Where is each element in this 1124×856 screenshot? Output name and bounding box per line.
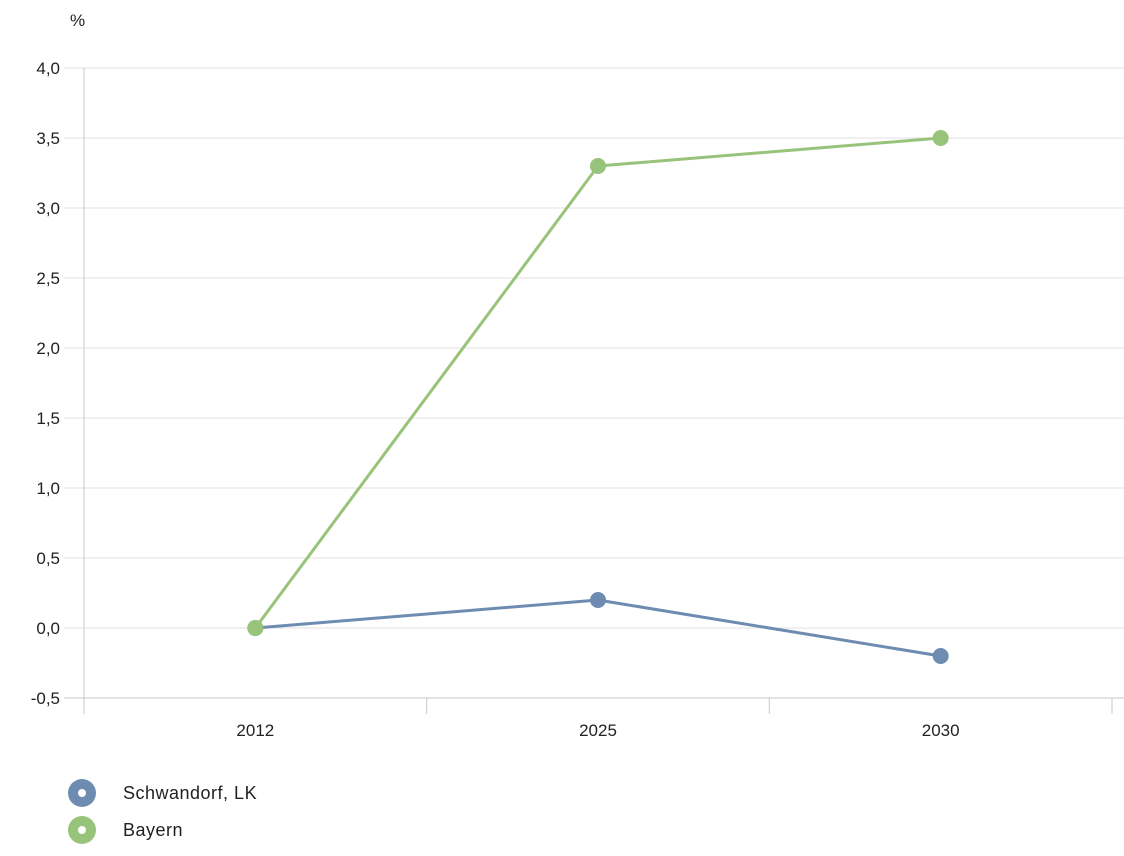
data-point[interactable] <box>590 158 606 174</box>
data-point[interactable] <box>247 620 264 636</box>
legend-marker-schwandorf <box>68 779 96 807</box>
y-tick-label: 3,5 <box>36 129 60 148</box>
y-tick-label: 0,0 <box>36 619 60 638</box>
x-tick-label: 2012 <box>236 721 274 740</box>
legend-item-bayern[interactable]: Bayern <box>68 816 257 844</box>
y-tick-label: 2,5 <box>36 269 60 288</box>
y-tick-label: 4,0 <box>36 59 60 78</box>
y-tick-label: 1,0 <box>36 479 60 498</box>
legend-label-bayern: Bayern <box>123 819 184 840</box>
axes <box>83 68 1113 714</box>
x-tick-label: 2025 <box>579 721 617 740</box>
x-tick-label: 2030 <box>922 721 960 740</box>
legend-item-schwandorf[interactable]: Schwandorf, LK <box>68 779 258 807</box>
line-chart: % -0,50,00,51,01,52,02,53,03,54,0 2012 20… <box>31 11 1124 740</box>
y-tick-label: 3,0 <box>36 199 60 218</box>
data-point[interactable] <box>932 130 949 146</box>
y-tick-labels: -0,5 0,0 0,5 1,0 1,5 2,0 2,5 3,0 3,5 4,0 <box>31 59 60 708</box>
y-tick-label: 2,0 <box>36 339 60 358</box>
series-group <box>247 130 949 664</box>
y-tick-label: 1,5 <box>36 409 60 428</box>
y-tick-label: -0,5 <box>31 689 60 708</box>
data-point[interactable] <box>932 648 949 664</box>
series-line <box>254 136 941 629</box>
y-unit-label: % <box>70 11 85 30</box>
grid-lines <box>64 67 1124 699</box>
y-tick-label: 0,5 <box>36 549 60 568</box>
legend-marker-bayern <box>68 816 96 844</box>
data-point[interactable] <box>590 592 606 608</box>
x-tick-labels: 2012 2025 2030 <box>236 721 959 740</box>
legend-label-schwandorf: Schwandorf, LK <box>123 782 258 803</box>
legend: Schwandorf, LK Bayern <box>68 779 258 856</box>
